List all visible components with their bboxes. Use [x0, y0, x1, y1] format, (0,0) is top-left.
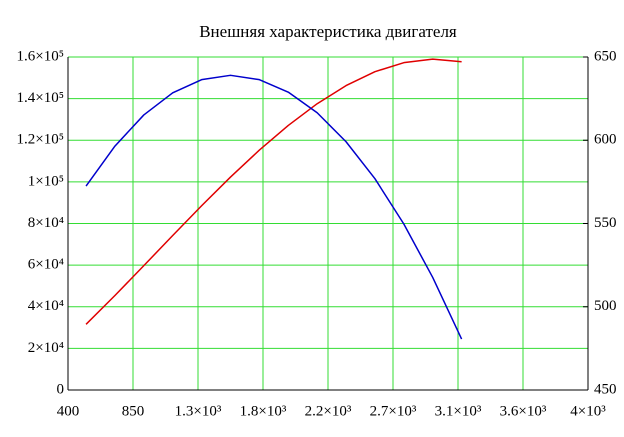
y-tick-label: 4×10⁴ — [28, 298, 64, 314]
y-tick-label: 1.6×10⁵ — [17, 48, 64, 64]
series-line — [85, 74, 463, 340]
y-tick-label: 8×10⁴ — [28, 215, 64, 231]
x-tick-label: 3.6×10³ — [500, 403, 547, 419]
x-tick-label: 850 — [122, 403, 145, 419]
y-tick-label: 1×10⁵ — [28, 173, 64, 189]
x-tick-label: 2.2×10³ — [305, 403, 352, 419]
y2-tick-label: 650 — [594, 48, 617, 64]
y2-tick-label: 450 — [594, 381, 617, 397]
chart-title: Внешняя характеристика двигателя — [199, 22, 457, 41]
x-tick-label: 400 — [57, 403, 80, 419]
y-tick-label: 1.4×10⁵ — [17, 90, 64, 106]
x-tick-label: 1.8×10³ — [240, 403, 287, 419]
y-tick-label: 1.2×10⁵ — [17, 132, 64, 148]
x-tick-label: 1.3×10³ — [175, 403, 222, 419]
y-tick-label: 6×10⁴ — [28, 257, 64, 273]
y2-tick-label: 500 — [594, 298, 617, 314]
y2-tick-label: 600 — [594, 132, 617, 148]
x-tick-label: 2.7×10³ — [370, 403, 417, 419]
grid — [67, 56, 589, 391]
series-line — [85, 58, 462, 325]
y-tick-label: 0 — [57, 381, 65, 397]
y-tick-label: 2×10⁴ — [28, 340, 64, 356]
x-tick-label: 3.1×10³ — [435, 403, 482, 419]
y2-tick-label: 550 — [594, 215, 617, 231]
plot — [85, 58, 463, 340]
x-tick-label: 4×10³ — [570, 403, 606, 419]
